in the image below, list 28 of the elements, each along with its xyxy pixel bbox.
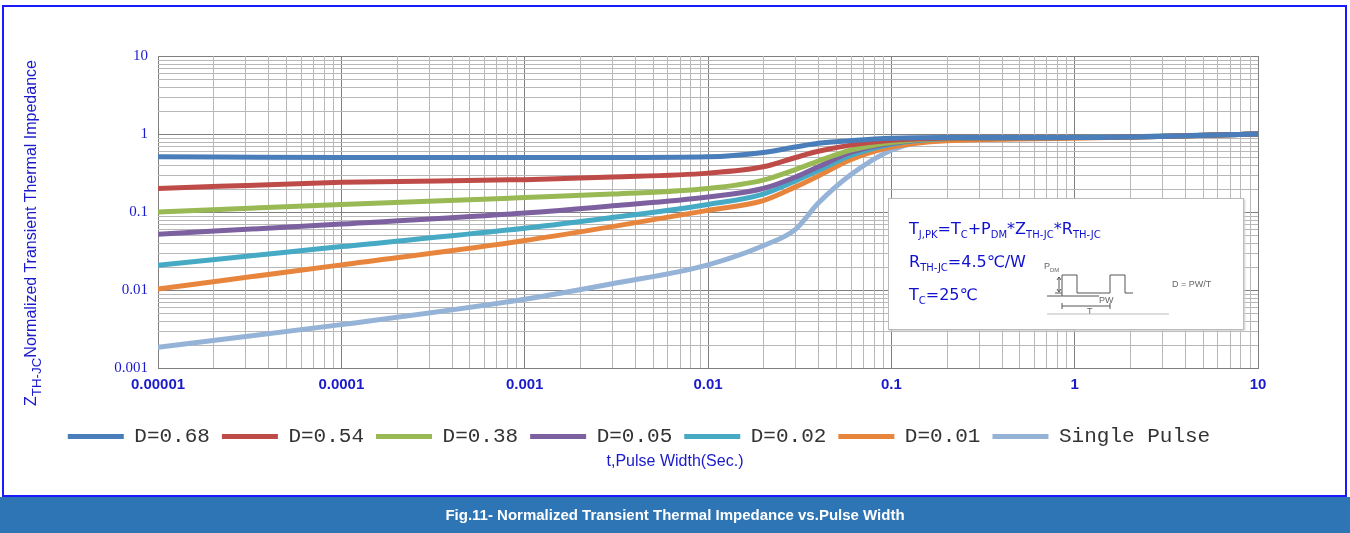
x-tick-label: 0.0001 — [318, 375, 365, 393]
y-tick-label: 0.1 — [129, 202, 148, 219]
legend-label: Single Pulse — [1058, 425, 1211, 449]
x-tick-label: 10 — [1249, 375, 1267, 393]
annotation: T — [1087, 306, 1093, 316]
x-tick-label: 0.00001 — [130, 375, 186, 393]
annotation: T$_{C}$=25℃ — [909, 285, 978, 307]
legend-label: D=0.68 — [134, 425, 210, 449]
annotation: P$_{DM}$ — [1044, 261, 1060, 273]
legend-label: D=0.02 — [750, 425, 827, 449]
y-tick-label: 0.01 — [121, 280, 148, 297]
annotation: D = PW/T — [1172, 279, 1212, 289]
x-tick-label: 0.1 — [880, 375, 902, 393]
text: T$_{J,PK}$=T$_{C}$+P$_{DM}$*Z$_{TH-JC}$*R$_{TH-JC}$ — [909, 219, 1101, 241]
text: Fig.11- Normalized Transient Thermal Impedance vs.Pulse Width — [0, 497, 1350, 533]
annotation: R$_{TH-JC}$=4.5℃/W — [909, 252, 1026, 274]
x-axis-title: t,Pulse Width(Sec.) — [605, 452, 745, 470]
y-tick-label: 10 — [133, 46, 148, 63]
y-tick-label: 1 — [140, 124, 148, 141]
y-tick-label: 0.001 — [114, 358, 148, 375]
legend-label: D=0.05 — [596, 425, 673, 449]
x-tick-label: 0.01 — [693, 375, 723, 393]
x-tick-label: 1 — [1070, 375, 1079, 393]
legend-label: D=0.38 — [442, 425, 519, 449]
legend-label: D=0.01 — [904, 425, 981, 449]
annotation: PW — [1099, 295, 1114, 305]
x-tick-label: 0.001 — [505, 375, 544, 393]
legend-label: D=0.54 — [288, 425, 365, 449]
